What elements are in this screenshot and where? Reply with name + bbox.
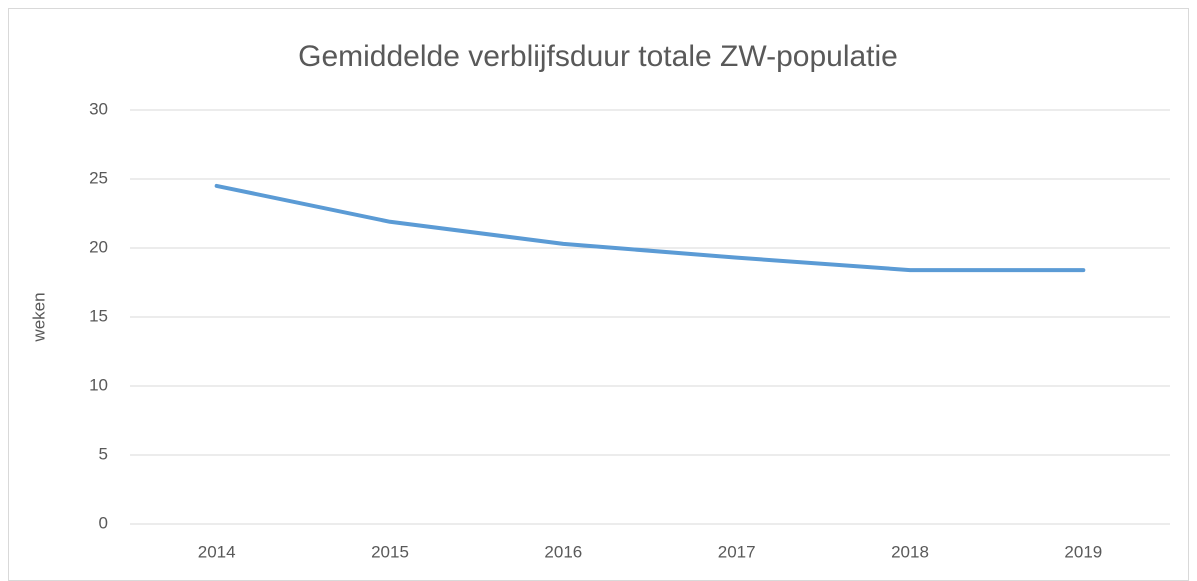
x-tick-label: 2017 bbox=[718, 542, 756, 561]
x-tick-label: 2015 bbox=[371, 542, 409, 561]
x-tick-label: 2016 bbox=[544, 542, 582, 561]
y-tick-label: 10 bbox=[89, 375, 108, 394]
x-tick-label: 2014 bbox=[198, 542, 236, 561]
chart-title: Gemiddelde verblijfsduur totale ZW-popul… bbox=[298, 40, 898, 73]
data-line bbox=[214, 183, 1086, 273]
y-axis-label: weken bbox=[29, 292, 48, 342]
y-tick-label: 0 bbox=[99, 513, 108, 532]
y-tick-label: 15 bbox=[89, 306, 108, 325]
x-tick-label: 2019 bbox=[1064, 542, 1102, 561]
chart-border bbox=[8, 8, 1189, 581]
y-tick-label: 25 bbox=[89, 168, 108, 187]
y-tick-label: 30 bbox=[89, 99, 108, 118]
y-tick-label: 20 bbox=[89, 237, 108, 256]
y-tick-label: 5 bbox=[99, 444, 108, 463]
x-tick-label: 2018 bbox=[891, 542, 929, 561]
